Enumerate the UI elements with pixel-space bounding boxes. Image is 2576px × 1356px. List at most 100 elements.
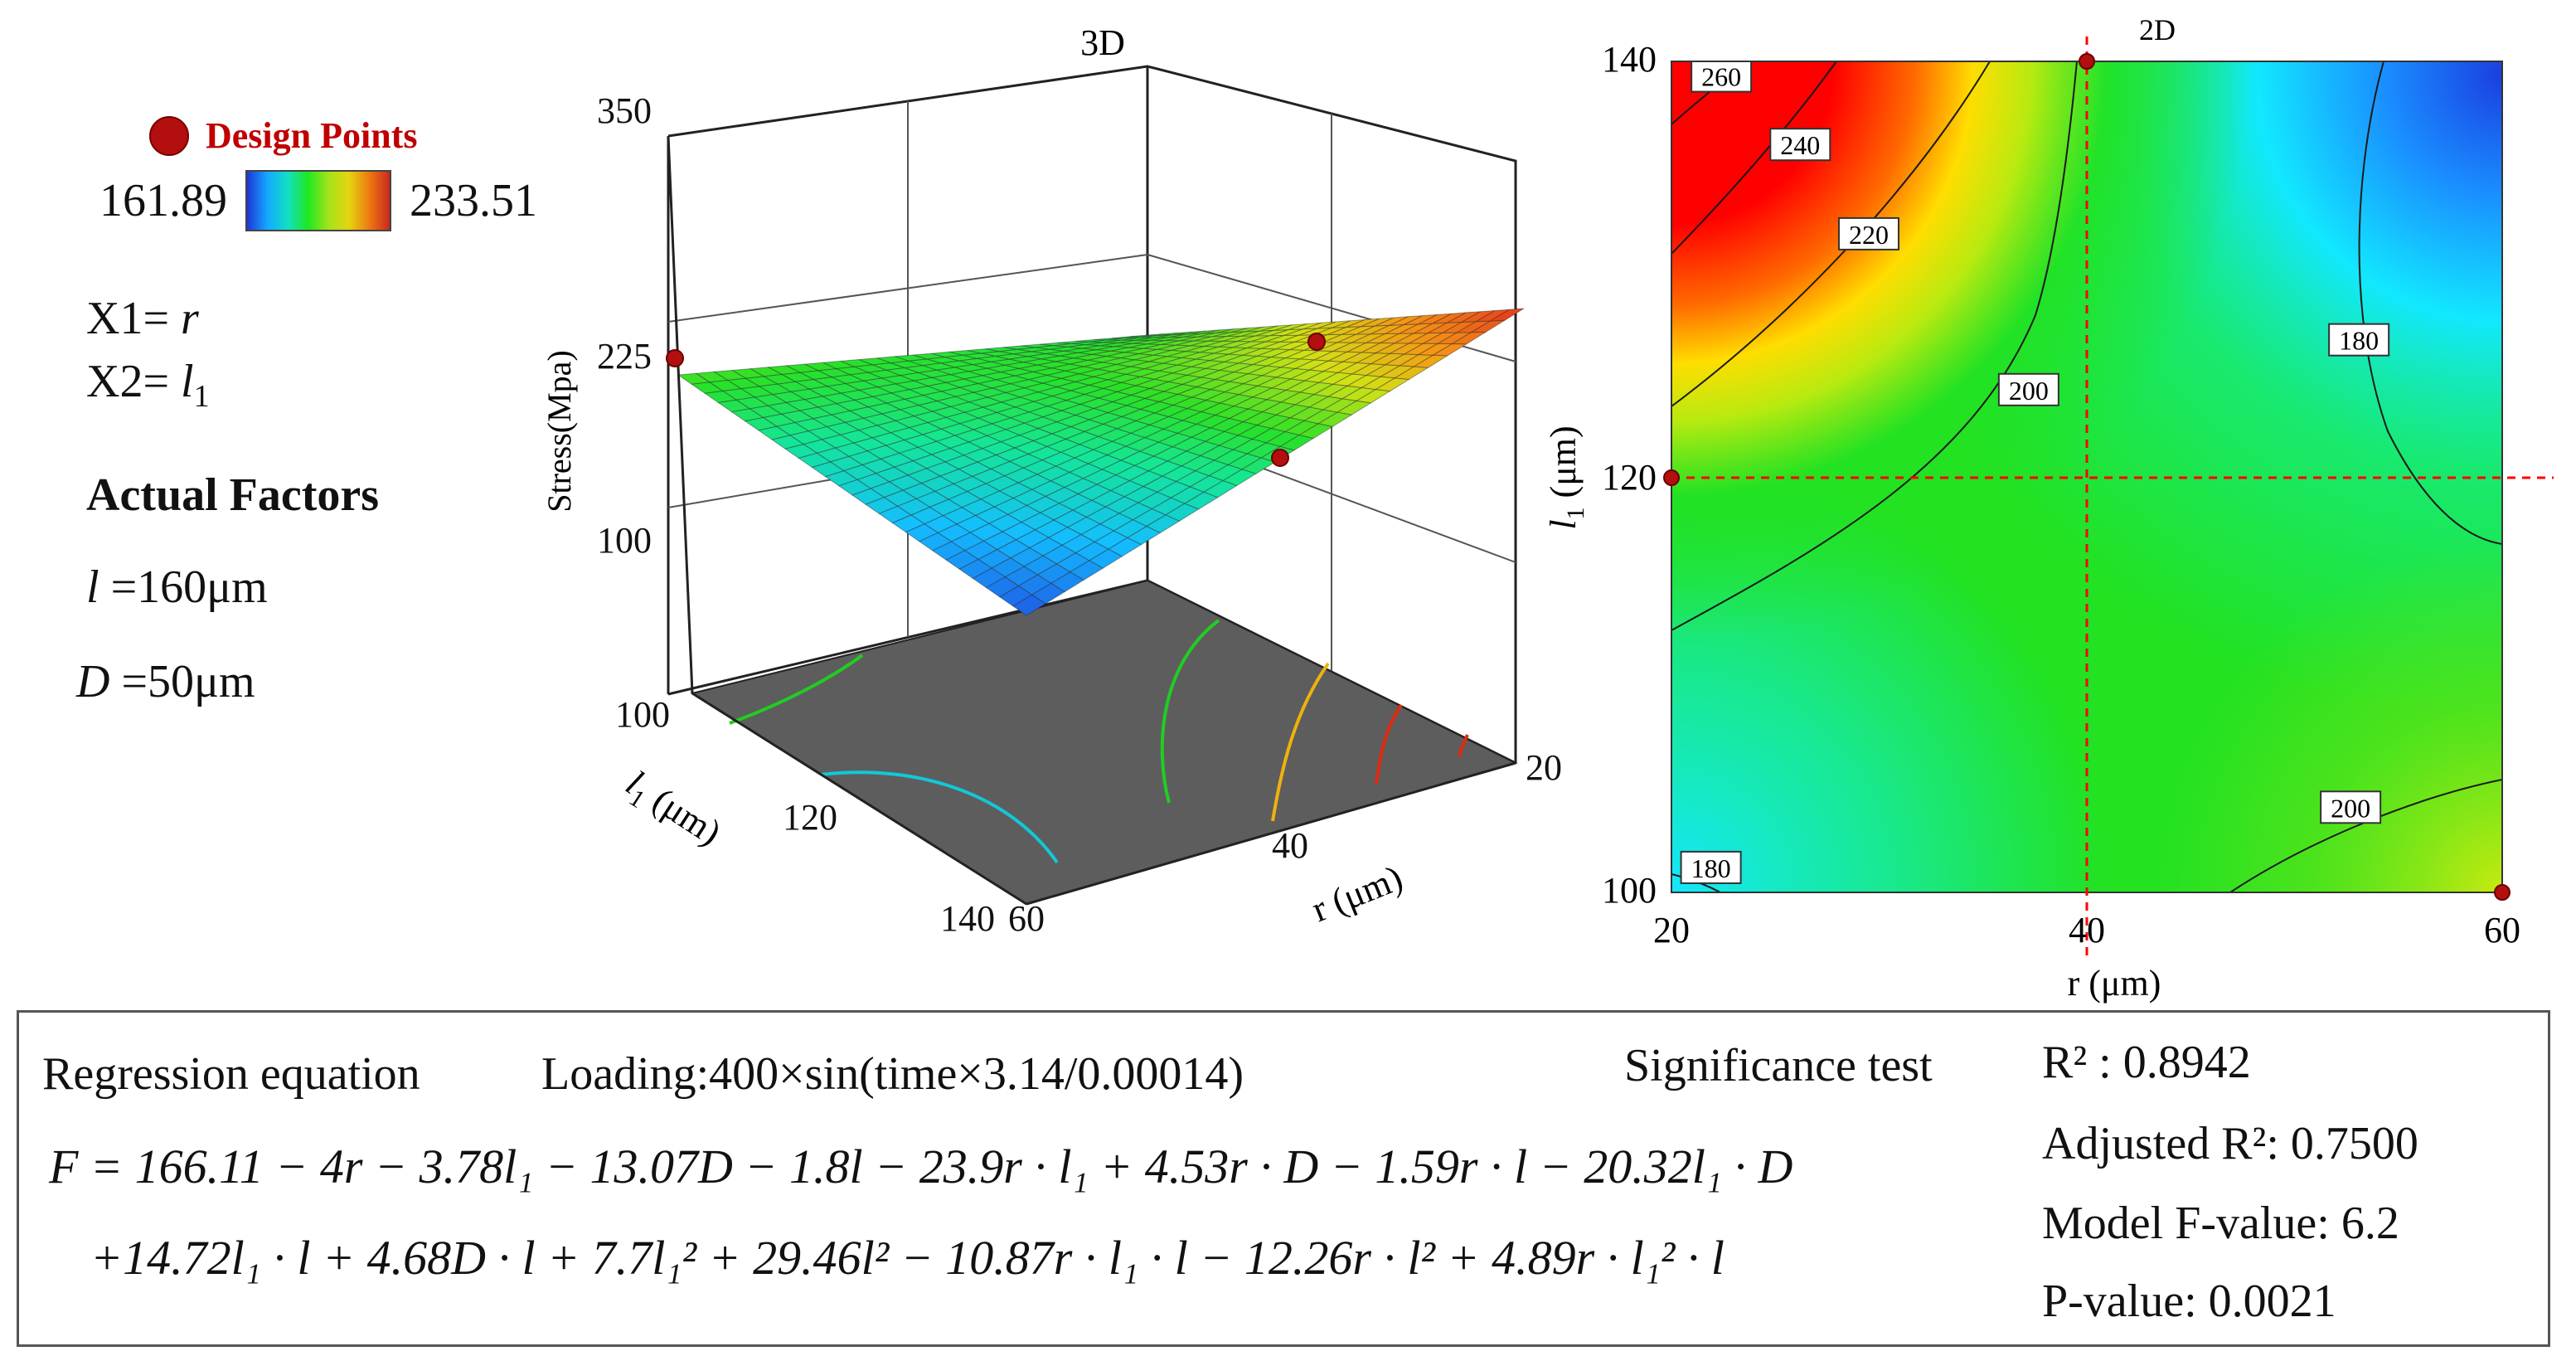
x-tick-label: 60: [2484, 910, 2520, 950]
regression-title: Regression equation: [42, 1048, 420, 1100]
contour-label-box: [1837, 216, 1899, 250]
design-point: [2079, 53, 2095, 70]
surface-3d-chart: 350 225 100 Stress(Mpa) 3D 100 120 140 6…: [541, 22, 1562, 939]
factor-l-var: l: [86, 561, 99, 613]
contour-line: [1671, 61, 1837, 255]
p-value: P-value: 0.0021: [2042, 1276, 2336, 1327]
x1-definition: X1= r: [86, 292, 199, 345]
x-ticks-2d: 20 40 60: [1653, 910, 2520, 950]
design-point: [1307, 333, 1326, 351]
x-tick-label: 20: [1653, 910, 1690, 950]
actual-factors-title: Actual Factors: [86, 469, 380, 521]
contour-label: 180: [1691, 853, 1731, 883]
x2-var: l: [181, 356, 194, 407]
x-axis-label-2d: r (μm): [2068, 963, 2161, 1004]
regression-box: Regression equation Loading:400×sin(time…: [17, 1010, 2550, 1347]
factor-d-var: D: [76, 656, 110, 707]
contour-line: [1671, 61, 1991, 407]
chart-2d-title: 2D: [2139, 13, 2176, 46]
floor-contour: [820, 770, 1059, 864]
x-tick-label: 20: [1526, 747, 1562, 788]
y-tick-label: 100: [1602, 870, 1657, 911]
floor-contours: [729, 619, 1469, 864]
adjusted-r-squared: Adjusted R²: 0.7500: [2042, 1118, 2418, 1169]
z-axis-line: [667, 135, 694, 694]
x1-var: r: [181, 293, 199, 344]
design-points-legend: Design Points: [149, 114, 417, 157]
y-ticks: 100 120 140: [615, 694, 995, 939]
x1-label: X1=: [86, 293, 182, 344]
contour-lines: [1671, 61, 2502, 892]
contour-label: 200: [2009, 376, 2049, 406]
y-tick-label: 120: [1602, 457, 1657, 498]
contour-line: [1671, 61, 2078, 631]
floor-contour: [729, 654, 864, 725]
contour-label: 240: [1780, 130, 1820, 160]
x2-definition: X2= l1: [86, 355, 210, 415]
y-tick-label: 100: [615, 694, 670, 735]
design-points-2d: [1663, 53, 2511, 901]
y-tick-label: 140: [940, 898, 995, 939]
contour-label-box: [1769, 128, 1831, 162]
z-tick-label: 225: [597, 336, 652, 377]
factor-d-value: =50μm: [109, 656, 255, 707]
y-axis-line: [691, 692, 1027, 906]
range-min: 161.89: [99, 175, 227, 226]
contour-label: 260: [1701, 62, 1741, 92]
x2-sub: 1: [193, 379, 210, 415]
x-tick-label: 60: [1008, 898, 1045, 939]
y-tick-label: 120: [783, 797, 837, 838]
z-ticks: 350 225 100: [597, 90, 652, 561]
y-axis-label-var: l: [1543, 519, 1584, 529]
x-ticks: 60 40 20: [1008, 747, 1562, 939]
x-axis-line: [1026, 761, 1516, 906]
factor-l: l =160μm: [86, 561, 268, 614]
floor-contour: [1271, 662, 1330, 822]
contour-label-box: [1680, 850, 1742, 884]
r-squared: R² : 0.8942: [2042, 1037, 2251, 1088]
crosshair: [1671, 36, 2554, 962]
design-point: [2494, 884, 2511, 901]
design-point: [1271, 449, 1289, 467]
floor-contour: [1160, 619, 1220, 804]
x-tick-label: 40: [2069, 910, 2105, 950]
contour-label: 220: [1849, 220, 1889, 250]
color-range: 161.89 233.51: [99, 170, 537, 231]
x-tick-label: 40: [1272, 825, 1308, 866]
design-point: [666, 349, 684, 367]
y-axis-label-sub: 1: [1562, 507, 1589, 519]
contour-labels: 260 240 220 200 180 200 180: [1680, 61, 2390, 884]
model-f-value: Model F-value: 6.2: [2042, 1198, 2399, 1249]
z-tick-label: 350: [597, 90, 652, 131]
colorbar: [245, 170, 391, 231]
x2-label: X2=: [86, 356, 182, 407]
contour-label-box: [2320, 790, 2382, 824]
y-ticks-2d: 140 120 100: [1602, 39, 1657, 911]
range-max: 233.51: [410, 175, 537, 226]
design-points-3d: [666, 333, 1326, 467]
z-axis-label: Stress(Mpa): [541, 350, 578, 513]
significance-title: Significance test: [1624, 1040, 1933, 1091]
contour-label-box: [2328, 323, 2390, 357]
surface-mesh: [677, 308, 1525, 616]
y-axis-label-2d: l1 (μm): [1543, 425, 1589, 529]
contour-label-box: [1997, 372, 2059, 406]
contour-label: 180: [2339, 326, 2379, 356]
equation-line-1: F = 166.11 − 4r − 3.78l₁ − 13.07D − 1.8l…: [49, 1140, 1793, 1193]
design-point: [1663, 469, 1680, 486]
contour-label-box: [1691, 61, 1753, 93]
equation-line-2: +14.72l₁ · l + 4.68D · l + 7.7l₁² + 29.4…: [90, 1231, 1725, 1285]
z-tick-label: 100: [597, 520, 652, 561]
front-axes: [667, 135, 1516, 906]
floor-contour: [1375, 703, 1403, 785]
y-axis-label-unit: (μm): [1543, 425, 1584, 507]
factor-l-value: =160μm: [99, 561, 268, 613]
factor-d: D =50μm: [76, 655, 255, 708]
design-point-marker-icon: [149, 115, 189, 156]
surface-facet: [1490, 308, 1525, 322]
chart-3d-title: 3D: [1080, 22, 1125, 63]
floor-back-left-edge: [667, 579, 1148, 696]
y-tick-label: 140: [1602, 39, 1657, 80]
design-points-label: Design Points: [206, 115, 418, 156]
